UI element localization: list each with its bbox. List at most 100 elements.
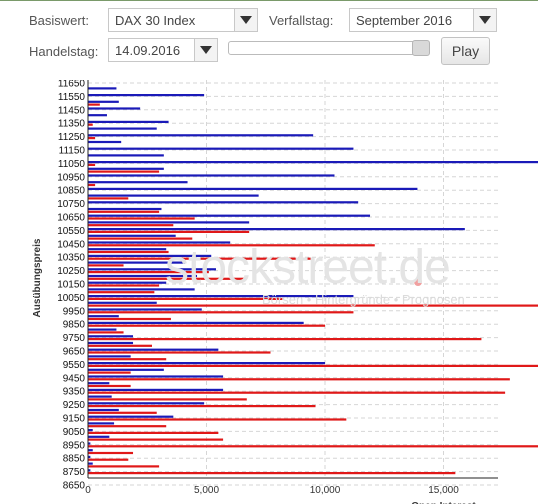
call-bar bbox=[88, 268, 216, 271]
call-bar bbox=[88, 388, 224, 391]
put-bar bbox=[88, 183, 96, 187]
y-tick-label: 9450 bbox=[63, 373, 86, 384]
y-axis-title: Ausübungspreis bbox=[32, 238, 43, 317]
y-tick-label: 11650 bbox=[58, 80, 86, 90]
put-bar bbox=[88, 217, 195, 220]
put-bar bbox=[88, 197, 129, 200]
call-bar bbox=[88, 261, 186, 264]
put-bar bbox=[88, 163, 96, 166]
call-bar bbox=[88, 107, 141, 110]
call-bar bbox=[88, 201, 359, 204]
put-bar bbox=[88, 284, 160, 287]
put-bar bbox=[88, 425, 167, 428]
call-bar bbox=[88, 455, 91, 458]
call-bar bbox=[88, 274, 198, 278]
call-bar bbox=[88, 187, 418, 190]
call-bar bbox=[88, 368, 164, 371]
y-tick-label: 9150 bbox=[63, 414, 86, 425]
call-bar bbox=[88, 362, 325, 365]
put-bar bbox=[88, 364, 538, 367]
handelstag-dropdown-button[interactable] bbox=[194, 39, 217, 61]
call-bar bbox=[88, 348, 219, 351]
verfallstag-select[interactable]: September 2016 bbox=[349, 8, 497, 32]
basiswert-label: Basiswert: bbox=[29, 13, 89, 28]
call-bar bbox=[88, 315, 119, 318]
put-bar bbox=[88, 338, 482, 341]
put-bar bbox=[88, 472, 456, 475]
basiswert-dropdown-button[interactable] bbox=[234, 9, 257, 31]
y-tick-label: 11350 bbox=[58, 119, 86, 130]
call-bar bbox=[88, 174, 335, 177]
put-bar bbox=[88, 331, 124, 334]
call-bar bbox=[88, 442, 91, 445]
y-tick-label: 9550 bbox=[63, 360, 86, 371]
call-bar bbox=[88, 248, 167, 251]
put-bar bbox=[88, 277, 245, 280]
y-tick-label: 9350 bbox=[63, 387, 86, 398]
y-tick-label: 10750 bbox=[57, 199, 85, 210]
put-bar bbox=[88, 445, 538, 448]
call-bar bbox=[88, 308, 202, 311]
put-bar bbox=[88, 465, 160, 468]
call-bar bbox=[88, 301, 157, 304]
verfallstag-dropdown-button[interactable] bbox=[473, 9, 496, 31]
x-tick-label: 15,000 bbox=[428, 485, 459, 496]
y-tick-label: 9750 bbox=[63, 333, 86, 344]
call-bar bbox=[88, 114, 107, 117]
y-tick-label: 10850 bbox=[57, 186, 85, 197]
call-bar bbox=[88, 435, 110, 438]
put-bar bbox=[88, 371, 131, 374]
basiswert-select[interactable]: DAX 30 Index bbox=[108, 8, 258, 32]
put-bar bbox=[88, 384, 131, 388]
call-bar bbox=[88, 167, 164, 170]
put-bar bbox=[88, 230, 250, 233]
put-bar bbox=[88, 451, 134, 455]
put-bar bbox=[88, 358, 167, 361]
call-bar bbox=[88, 241, 231, 244]
y-tick-label: 11050 bbox=[58, 159, 86, 170]
y-tick-label: 10950 bbox=[57, 172, 85, 183]
handelstag-select[interactable]: 14.09.2016 bbox=[108, 38, 218, 62]
open-interest-chart: 05,00010,00015,00020,00025,00030,0001165… bbox=[32, 80, 538, 504]
watermark-dot bbox=[414, 278, 422, 286]
x-axis-title: Open Interest bbox=[411, 501, 476, 504]
call-bar bbox=[88, 120, 169, 123]
y-tick-label: 10650 bbox=[57, 213, 85, 224]
call-bar bbox=[88, 147, 354, 150]
date-slider-handle[interactable] bbox=[412, 40, 430, 56]
call-bar bbox=[88, 395, 112, 398]
y-tick-label: 10450 bbox=[57, 239, 85, 250]
y-tick-label: 10150 bbox=[57, 280, 85, 291]
play-button[interactable]: Play bbox=[441, 37, 490, 65]
call-bar bbox=[88, 321, 304, 324]
call-bar bbox=[88, 462, 93, 465]
call-bar bbox=[88, 449, 93, 452]
y-tick-label: 11250 bbox=[58, 132, 86, 143]
call-bar bbox=[88, 408, 119, 412]
put-bar bbox=[88, 103, 100, 106]
y-tick-label: 9250 bbox=[63, 400, 86, 411]
call-bar bbox=[88, 375, 224, 378]
put-bar bbox=[88, 351, 271, 354]
call-bar bbox=[88, 134, 314, 137]
y-tick-label: 8950 bbox=[63, 440, 86, 451]
x-tick-label: 5,000 bbox=[194, 485, 219, 496]
watermark-tagline: Börsen • Hintergründe • Prognosen bbox=[262, 292, 465, 307]
y-tick-label: 10250 bbox=[57, 266, 85, 277]
call-bar bbox=[88, 161, 538, 164]
put-bar bbox=[88, 244, 375, 247]
put-bar bbox=[88, 431, 219, 434]
call-bar bbox=[88, 429, 93, 432]
call-bar bbox=[88, 415, 174, 418]
y-tick-label: 11450 bbox=[58, 105, 86, 116]
call-bar bbox=[88, 100, 119, 103]
call-bar bbox=[88, 140, 122, 144]
top-border bbox=[0, 0, 538, 1]
chevron-down-icon bbox=[240, 16, 252, 24]
call-bar bbox=[88, 207, 162, 211]
put-bar bbox=[88, 458, 129, 461]
watermark-brand: stockstreet.de bbox=[165, 241, 451, 294]
date-slider-track[interactable] bbox=[228, 41, 430, 55]
y-tick-label: 8650 bbox=[63, 481, 86, 492]
y-tick-label: 8850 bbox=[63, 454, 86, 465]
